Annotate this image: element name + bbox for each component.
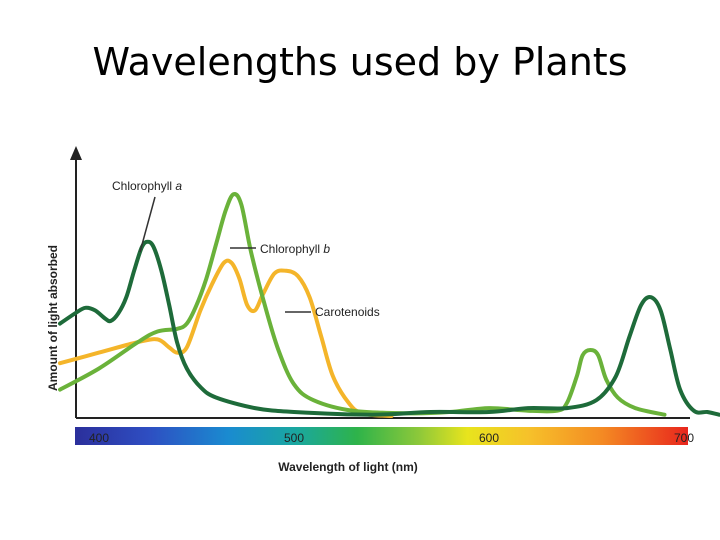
slide-title: Wavelengths used by Plants (92, 40, 628, 84)
x-axis-title: Wavelength of light (nm) (278, 460, 418, 474)
y-axis-arrow (70, 146, 82, 160)
series-line-chlorophyll-b (58, 192, 667, 417)
series-line-chlorophyll-a (58, 239, 720, 417)
x-tick-label-700: 700 (674, 431, 694, 445)
leader-chlorophyll-a (139, 196, 156, 253)
curves-layer (58, 192, 720, 418)
x-tick-label-400: 400 (89, 431, 109, 445)
label-chlorophyll-a: Chlorophyll a (112, 179, 182, 193)
tick-labels-layer: 400 500 600 700 (89, 431, 694, 445)
x-tick-label-500: 500 (284, 431, 304, 445)
spectrum-bar (75, 427, 688, 445)
label-carotenoids: Carotenoids (315, 305, 380, 319)
y-axis-title: Amount of light absorbed (46, 245, 60, 391)
series-line-carotenoids (58, 258, 394, 418)
x-tick-label-600: 600 (479, 431, 499, 445)
label-chlorophyll-b: Chlorophyll b (260, 242, 330, 256)
